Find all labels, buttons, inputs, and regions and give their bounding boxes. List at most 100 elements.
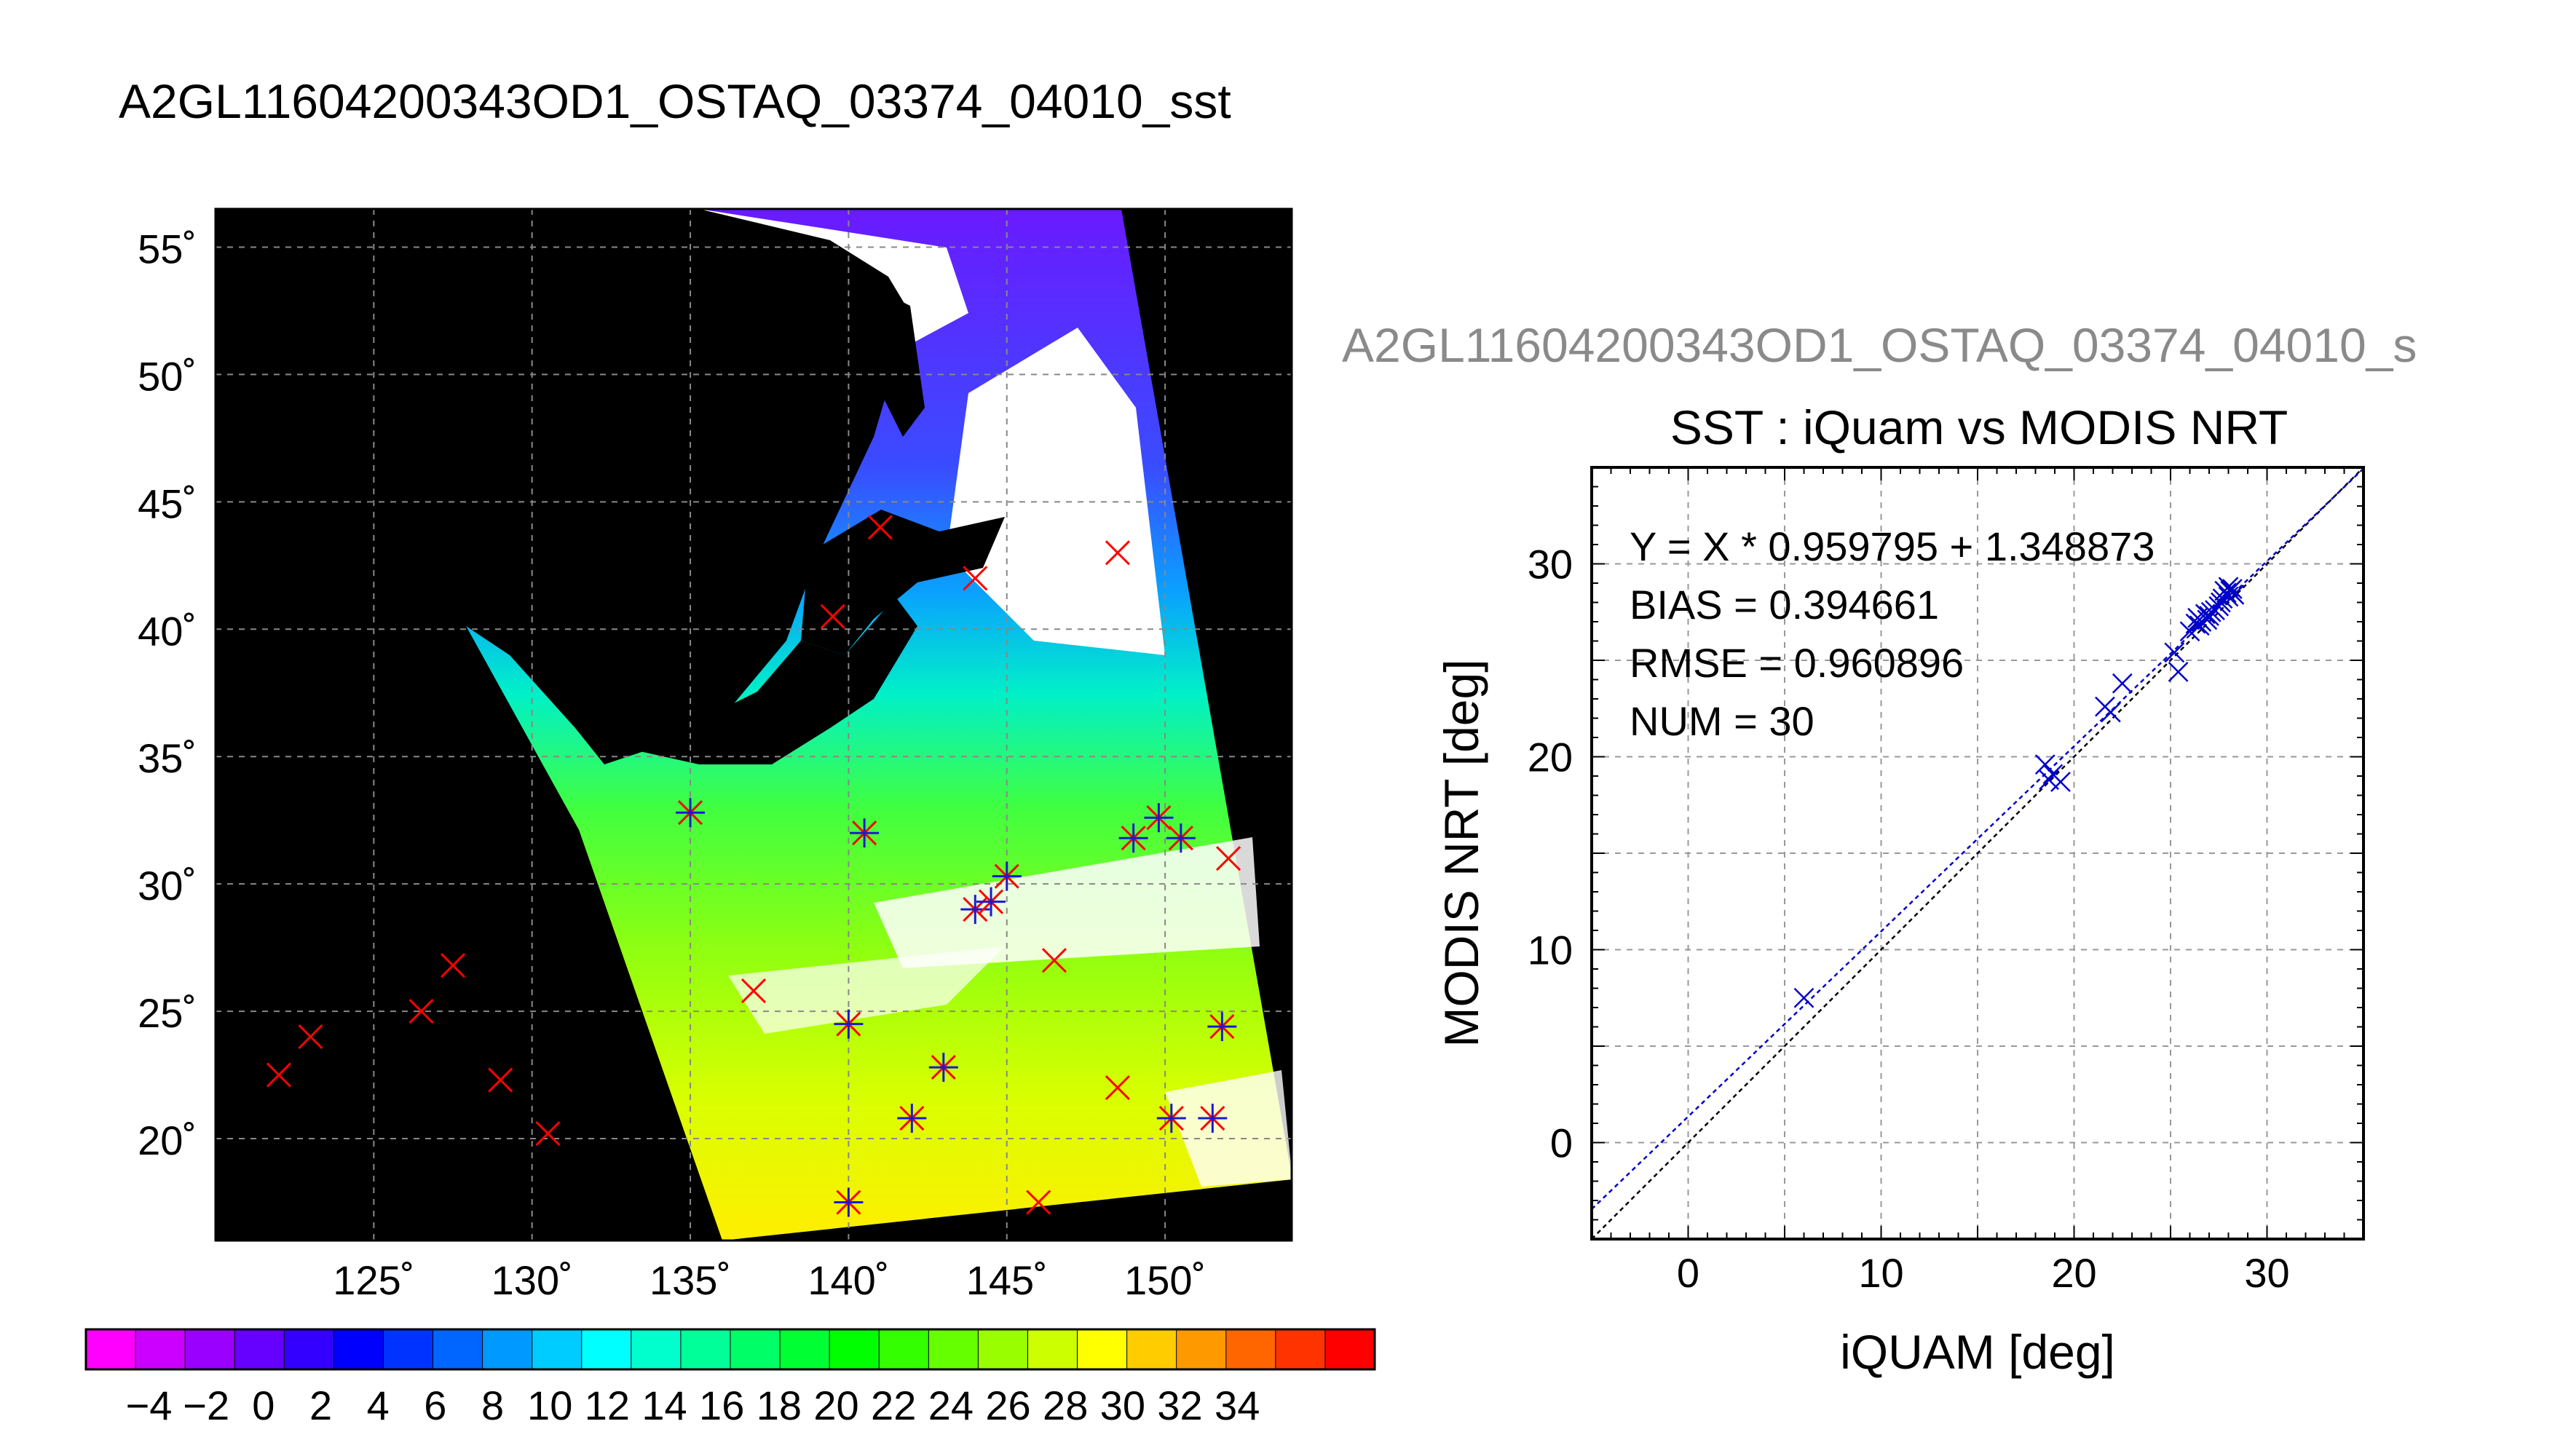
colorbar-cells xyxy=(85,1329,1376,1370)
buoy-marker xyxy=(298,1024,323,1050)
matched-buoy-marker xyxy=(897,1104,927,1133)
colorbar-cell xyxy=(631,1329,682,1370)
buoy-marker xyxy=(963,566,988,591)
buoy-marker xyxy=(867,515,893,540)
colorbar-cell xyxy=(184,1329,236,1370)
matched-buoy-marker xyxy=(676,798,706,828)
colorbar-tick-label: 24 xyxy=(928,1382,974,1428)
colorbar-cell xyxy=(1176,1329,1228,1370)
scatter-gridlines xyxy=(1592,467,2364,1239)
latitude-tick-label: 30˚ xyxy=(138,863,197,909)
point-stroke xyxy=(2164,642,2185,663)
x-tick-label: 0 xyxy=(1677,1250,1699,1296)
scatter-point xyxy=(2034,754,2056,775)
scatter-plot: 0 10 20 30 0 10 20 30 Y = X * 0.959795 + 1.3488… xyxy=(1434,466,2365,1379)
colorbar-cell xyxy=(333,1329,384,1370)
colorbar-cell xyxy=(1126,1329,1178,1370)
colorbar-tick-label: 18 xyxy=(757,1382,802,1428)
fit-statistics: Y = X * 0.959795 + 1.348873 BIAS = 0.3946… xyxy=(1630,523,2155,744)
cloud-region xyxy=(728,946,1005,1034)
colorbar-tick-label: 14 xyxy=(641,1382,687,1428)
scatter-point xyxy=(2218,586,2239,607)
marker-stroke xyxy=(440,953,466,978)
longitude-tick-label: 140˚ xyxy=(807,1257,889,1303)
cloud-region xyxy=(1165,1070,1292,1187)
land-region xyxy=(216,626,722,1241)
colorbar-tick-label: 22 xyxy=(871,1382,916,1428)
sst-map: 20˚ 25˚ 30˚ 35˚ 40˚ 45˚ 50˚ 55˚ 125˚ 130˚ 135˚ 140… xyxy=(138,207,1293,1303)
matched-buoy-marker xyxy=(1207,1012,1237,1042)
point-stroke xyxy=(2034,754,2056,775)
fit-stat-line: RMSE = 0.960896 xyxy=(1630,640,1964,686)
colorbar-cell xyxy=(482,1329,534,1370)
colorbar-tick-label: 16 xyxy=(699,1382,744,1428)
colorbar-cell xyxy=(878,1329,930,1370)
longitude-labels: 125˚ 130˚ 135˚ 140˚ 145˚ 150˚ xyxy=(333,1257,1206,1303)
colorbar-tick-label: −4 xyxy=(126,1382,173,1428)
colorbar-cell xyxy=(977,1329,1029,1370)
matched-buoy-marker xyxy=(928,1053,958,1083)
land-hokkaido xyxy=(801,510,1005,655)
marker-stroke xyxy=(408,999,434,1024)
point-stroke xyxy=(2050,772,2071,792)
colorbar-cell xyxy=(581,1329,633,1370)
scatter-point xyxy=(2100,702,2121,723)
marker-stroke xyxy=(1041,948,1067,973)
colorbar-cell xyxy=(85,1329,137,1370)
latitude-tick-label: 45˚ xyxy=(138,480,197,526)
marker-stroke xyxy=(488,1067,513,1093)
scatter-header: A2GL11604200343OD1_OSTAQ_03374_04010_s xyxy=(1342,318,2417,372)
land-sakhalin xyxy=(874,291,925,437)
land-honshu xyxy=(619,597,917,764)
longitude-tick-label: 150˚ xyxy=(1124,1257,1206,1303)
point-stroke xyxy=(1793,987,1814,1008)
point-stroke xyxy=(2100,702,2121,723)
colorbar-tick-label: 2 xyxy=(309,1382,332,1428)
colorbar-cell xyxy=(135,1329,186,1370)
buoy-marker xyxy=(1026,1190,1051,1215)
main-title: A2GL11604200343OD1_OSTAQ_03374_04010_sst xyxy=(119,74,1231,128)
marker-stroke xyxy=(1105,540,1130,566)
scatter-point xyxy=(2050,772,2071,792)
colorbar-cell xyxy=(1225,1329,1277,1370)
scatter-point xyxy=(2164,642,2185,663)
buoy-marker xyxy=(1041,948,1067,973)
map-gridlines xyxy=(216,209,1292,1241)
colorbar-cell xyxy=(1275,1329,1327,1370)
buoy-marker xyxy=(1105,540,1130,566)
y-tick-label: 0 xyxy=(1550,1120,1573,1166)
marker-stroke xyxy=(963,566,988,591)
colorbar-cell xyxy=(1027,1329,1079,1370)
colorbar-cell xyxy=(1077,1329,1129,1370)
buoy-marker xyxy=(1215,846,1241,871)
scatter-point xyxy=(1793,987,1814,1008)
point-stroke xyxy=(2218,586,2239,607)
cloud-region xyxy=(874,837,1260,968)
colorbar-tick-label: 4 xyxy=(367,1382,390,1428)
scatter-title: SST : iQuam vs MODIS NRT xyxy=(1670,400,2288,454)
colorbar-tick-label: 20 xyxy=(813,1382,858,1428)
longitude-tick-label: 130˚ xyxy=(491,1257,573,1303)
colorbar-cell xyxy=(1324,1329,1376,1370)
scatter-point xyxy=(2214,580,2235,601)
colorbar-tick-label: 0 xyxy=(252,1382,275,1428)
colorbar-cell xyxy=(680,1329,732,1370)
point-stroke xyxy=(2189,615,2210,636)
colorbar-tick-label: 10 xyxy=(527,1382,572,1428)
point-stroke xyxy=(2214,580,2235,601)
colorbar-tick-label: 30 xyxy=(1100,1382,1145,1428)
colorbar-tick-label: 12 xyxy=(585,1382,630,1428)
x-tick-label: 20 xyxy=(2051,1250,2096,1296)
buoy-marker xyxy=(741,978,767,1004)
latitude-tick-label: 35˚ xyxy=(138,735,197,781)
buoy-marker xyxy=(488,1067,513,1093)
colorbar-tick-label: 6 xyxy=(424,1382,446,1428)
colorbar-tick-label: 32 xyxy=(1157,1382,1202,1428)
scatter-point xyxy=(2168,662,2189,682)
marker-stroke xyxy=(1105,1075,1130,1101)
longitude-tick-label: 125˚ xyxy=(333,1257,414,1303)
marker-stroke xyxy=(820,604,845,629)
marker-stroke xyxy=(1215,846,1241,871)
colorbar-tick-label: 8 xyxy=(481,1382,504,1428)
scatter-points xyxy=(1793,577,2245,1008)
